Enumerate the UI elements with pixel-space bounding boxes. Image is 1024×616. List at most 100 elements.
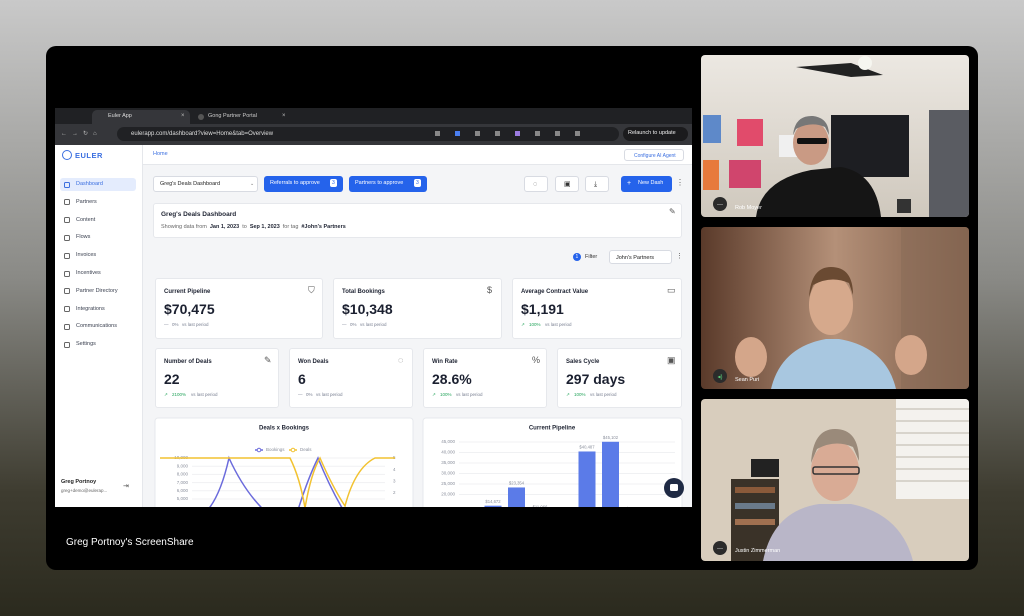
partners-label: Partners to approve xyxy=(355,180,404,186)
y-tick-label: 25,000 xyxy=(441,481,455,486)
partners-count: 3 xyxy=(414,179,421,187)
logo-mark xyxy=(62,150,72,160)
update-button[interactable]: Relaunch to update xyxy=(623,127,688,141)
bar-label: $14,672 xyxy=(485,499,501,504)
help-button[interactable]: ◌ xyxy=(524,176,548,192)
nav-item[interactable]: Incentives xyxy=(60,267,136,280)
calendar-button[interactable]: ▣ xyxy=(555,176,579,192)
topbar: Home Configure AI Agent xyxy=(143,145,692,165)
svg-text:◂): ◂) xyxy=(717,375,722,381)
nav-icon xyxy=(64,199,70,206)
logo: EULER xyxy=(75,151,103,160)
svg-text:⋯: ⋯ xyxy=(717,203,723,209)
dashboard-select[interactable]: Greg's Deals Dashboard ⌄ xyxy=(153,176,258,192)
kpi-icon: ◌ xyxy=(398,355,404,365)
svg-text:⋯: ⋯ xyxy=(717,547,723,553)
breadcrumb[interactable]: Home xyxy=(153,151,168,157)
subtitle-part: to xyxy=(242,224,247,230)
nav-item[interactable]: Partners xyxy=(60,196,136,209)
address-bar[interactable]: eulerapp.com/dashboard?view=Home&tab=Ove… xyxy=(117,127,619,141)
partners-button[interactable]: Partners to approve 3 xyxy=(349,176,427,192)
nav-item[interactable]: Settings xyxy=(60,338,136,351)
y-tick-label: 30,000 xyxy=(441,471,455,476)
y-tick-label: 9,000 xyxy=(177,463,189,468)
referrals-button[interactable]: Referrals to approve 3 xyxy=(264,176,343,192)
kpi-change: 100% xyxy=(440,392,452,397)
download-button[interactable]: ⤓ xyxy=(585,176,609,192)
subtitle-part: Jan 1, 2023 xyxy=(209,224,240,230)
kpi-title: Average Contract Value xyxy=(521,289,589,295)
nav-label: Invoices xyxy=(76,252,97,259)
bar-label: $40,487 xyxy=(579,445,595,450)
legend-dot xyxy=(256,447,262,453)
nav-item[interactable]: Integrations xyxy=(60,303,136,316)
tag-select[interactable]: John's Partners xyxy=(609,250,672,264)
kpi-icon: ▭ xyxy=(667,285,676,295)
nav-item[interactable]: Communications xyxy=(60,320,136,333)
trend-icon: ↗ xyxy=(432,392,436,397)
kpi-change: 0% xyxy=(350,322,357,327)
tab-icon xyxy=(198,114,204,120)
nav-label: Communications xyxy=(76,323,117,330)
kpi-note: vs last period xyxy=(545,322,572,327)
configure-label: Configure AI Agent xyxy=(634,152,676,159)
kpi-title: Current Pipeline xyxy=(164,289,211,295)
nav-item[interactable]: Partner Directory xyxy=(60,285,136,298)
dashboard-title: Greg's Deals Dashboard xyxy=(161,211,237,218)
main: Greg's Deals Dashboard ⌄ Referrals to ap… xyxy=(55,145,692,507)
new-dash-button[interactable]: + New Dash xyxy=(621,176,672,192)
deals-line xyxy=(160,456,395,507)
kpi-title: Number of Deals xyxy=(164,359,212,365)
filter-count: 1 xyxy=(575,253,579,260)
y-tick-label: 7,000 xyxy=(177,480,189,485)
chat-icon xyxy=(670,484,678,491)
kpi-note: vs last period xyxy=(590,392,617,397)
nav-label: Partner Directory xyxy=(76,287,118,294)
referrals-count: 3 xyxy=(330,179,337,187)
y-tick-label: 45,000 xyxy=(441,439,455,444)
kpi-change: 100% xyxy=(574,392,586,397)
nav-item[interactable]: Content xyxy=(60,214,136,227)
kpi-value: 28.6% xyxy=(432,371,472,387)
nav-buttons[interactable]: ←→↻⌂ xyxy=(61,131,102,137)
bar-label: $45,102 xyxy=(603,435,619,440)
dashboard-subtitle: Showing data from Jan 1, 2023 to Sep 1, 202… xyxy=(161,224,349,231)
kpi-card: Average Contract Value ▭ $1,191 ↗ 100% vs las… xyxy=(512,278,682,339)
tab[interactable]: Gong Partner Portal × xyxy=(195,110,291,124)
chart-title: Current Pipeline xyxy=(529,426,576,432)
nav-icon xyxy=(64,341,70,348)
nav-label: Flows xyxy=(76,234,91,241)
bar xyxy=(508,487,525,507)
nav-label: Partners xyxy=(76,198,97,205)
tab-close[interactable]: × xyxy=(181,113,185,119)
nav-item[interactable]: Invoices xyxy=(60,249,136,262)
kpi-change: 0% xyxy=(172,322,179,327)
edit-icon[interactable]: ✎ xyxy=(669,207,676,216)
subtitle-part: Sep 1, 2023 xyxy=(249,224,280,230)
nav-label: Dashboard xyxy=(76,181,103,187)
more-menu[interactable]: ⋮ xyxy=(676,253,683,260)
nav-item[interactable]: Dashboard xyxy=(60,178,136,191)
y-tick-label: 8,000 xyxy=(177,472,189,477)
kpi-value: 6 xyxy=(298,371,306,387)
configure-button[interactable]: Configure AI Agent xyxy=(624,149,684,161)
nav-icon xyxy=(64,270,70,277)
participant-name: Rob Moyer xyxy=(735,205,762,211)
kpi-icon: ✎ xyxy=(264,355,272,365)
legend-label: Deals xyxy=(300,447,312,452)
app: EULER Greg Portnoy greg+demo@eulerap... … xyxy=(55,145,692,507)
tag-label: John's Partners xyxy=(616,254,655,261)
logout-icon[interactable]: ⇥ xyxy=(123,483,129,490)
nav-icon xyxy=(64,323,70,330)
plus: + xyxy=(627,180,632,187)
more-menu[interactable]: ⋮ xyxy=(676,178,684,187)
trend-icon: ↗ xyxy=(164,392,168,397)
kpi-change: 100% xyxy=(529,322,541,327)
tab-close[interactable]: × xyxy=(282,113,286,119)
nav-item[interactable]: Flows xyxy=(60,231,136,244)
filter-label[interactable]: Filter xyxy=(585,254,598,260)
bar-label: $11,292 xyxy=(627,506,642,507)
tab-active[interactable]: Euler App × xyxy=(92,110,190,124)
bar-label: $11,966 xyxy=(533,504,548,507)
